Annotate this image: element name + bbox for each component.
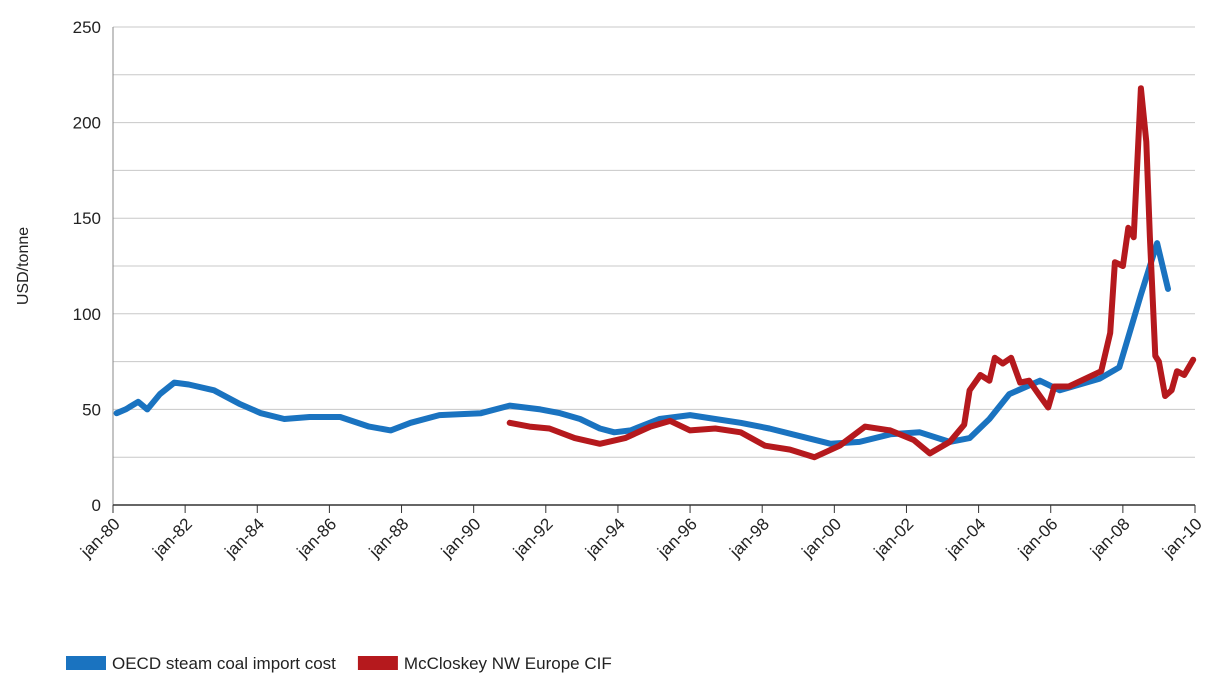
- x-tick-label: jan-02: [870, 514, 918, 562]
- line-series: [113, 240, 1171, 447]
- x-tick-label: jan-90: [437, 514, 485, 562]
- x-tick-label: jan-80: [76, 514, 124, 562]
- x-tick-label: jan-98: [725, 514, 773, 562]
- x-tick-label: jan-00: [798, 514, 846, 562]
- x-tick-label: jan-86: [293, 514, 341, 562]
- y-axis-label: USD/tonne: [15, 227, 32, 305]
- x-tick-label: jan-96: [653, 514, 701, 562]
- x-tick-label: jan-08: [1086, 514, 1134, 562]
- y-tick-label: 0: [92, 496, 101, 515]
- legend-label: OECD steam coal import cost: [112, 654, 336, 673]
- x-tick-label: jan-94: [581, 514, 629, 562]
- y-tick-label: 50: [82, 400, 101, 419]
- legend-swatch: [357, 656, 398, 670]
- x-tick-label: jan-06: [1014, 514, 1062, 562]
- x-tick-label: jan-92: [509, 514, 557, 562]
- y-tick-label: 150: [73, 209, 101, 228]
- y-tick-label: 200: [73, 114, 101, 133]
- y-tick-label: 250: [73, 18, 101, 37]
- legend-swatch: [66, 656, 106, 670]
- x-tick-label: jan-10: [1158, 514, 1206, 562]
- x-tick-label: jan-04: [942, 514, 990, 562]
- legend-label: McCloskey NW Europe CIF: [404, 654, 612, 673]
- x-tick-label: jan-88: [365, 514, 413, 562]
- x-tick-label: jan-82: [148, 514, 196, 562]
- line-series: [506, 85, 1197, 461]
- y-tick-label: 100: [73, 305, 101, 324]
- x-tick-label: jan-84: [221, 514, 269, 562]
